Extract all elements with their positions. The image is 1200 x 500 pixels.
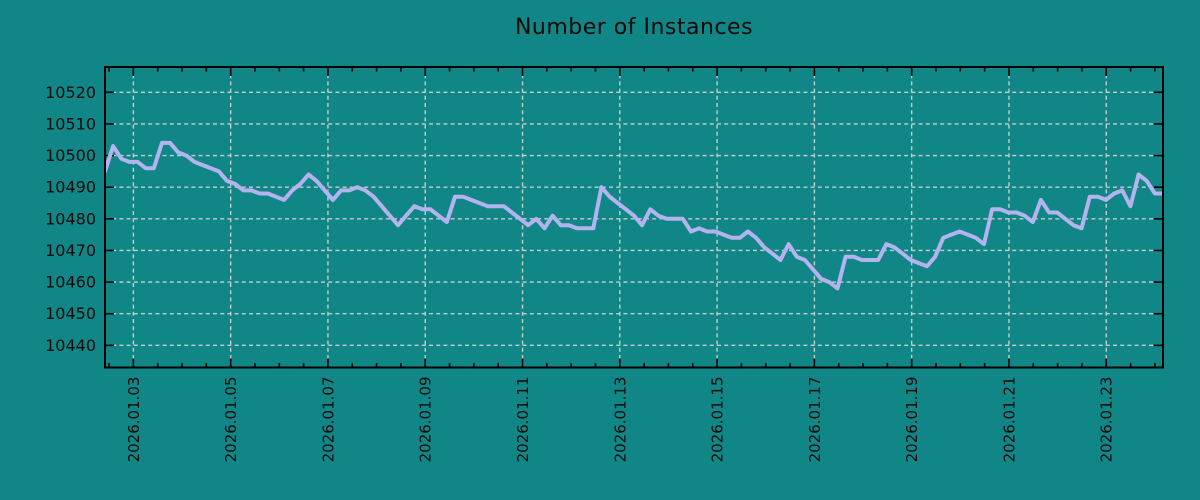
x-tick-label: 2026.01.11 <box>514 377 532 463</box>
grid <box>105 67 1163 368</box>
x-tick-label: 2026.01.05 <box>222 377 240 463</box>
x-tick-label: 2026.01.17 <box>806 377 824 463</box>
series-line-instances <box>105 140 1163 291</box>
x-tick-label: 2026.01.23 <box>1098 377 1116 463</box>
axis-frame <box>104 66 1164 369</box>
y-tick-label: 10450 <box>45 304 96 323</box>
y-tick-label: 10460 <box>45 273 96 292</box>
x-tick-label: 2026.01.03 <box>125 377 143 463</box>
y-tick-label: 10500 <box>45 146 96 165</box>
x-tick-labels: 2026.01.03 2026.01.05 2026.01.07 2026.01.09… <box>125 377 1116 463</box>
y-tick-label: 10470 <box>45 241 96 260</box>
y-tick-label: 10490 <box>45 178 96 197</box>
x-tick-label: 2026.01.07 <box>319 377 337 463</box>
y-tick-label: 10510 <box>45 114 96 133</box>
x-tick-label: 2026.01.15 <box>709 377 727 463</box>
x-tick-label: 2026.01.09 <box>417 377 435 463</box>
x-tick-label: 2026.01.19 <box>903 377 921 463</box>
x-tick-label: 2026.01.13 <box>611 377 629 463</box>
y-tick-label: 10440 <box>45 336 96 355</box>
y-tick-labels: 10440 10450 10460 10470 10480 10490 10500 10510… <box>45 83 96 355</box>
x-tick-label: 2026.01.21 <box>1000 377 1018 463</box>
y-tick-label: 10520 <box>45 83 96 102</box>
chart-title: Number of Instances <box>514 15 754 40</box>
y-tick-label: 10480 <box>45 209 96 228</box>
